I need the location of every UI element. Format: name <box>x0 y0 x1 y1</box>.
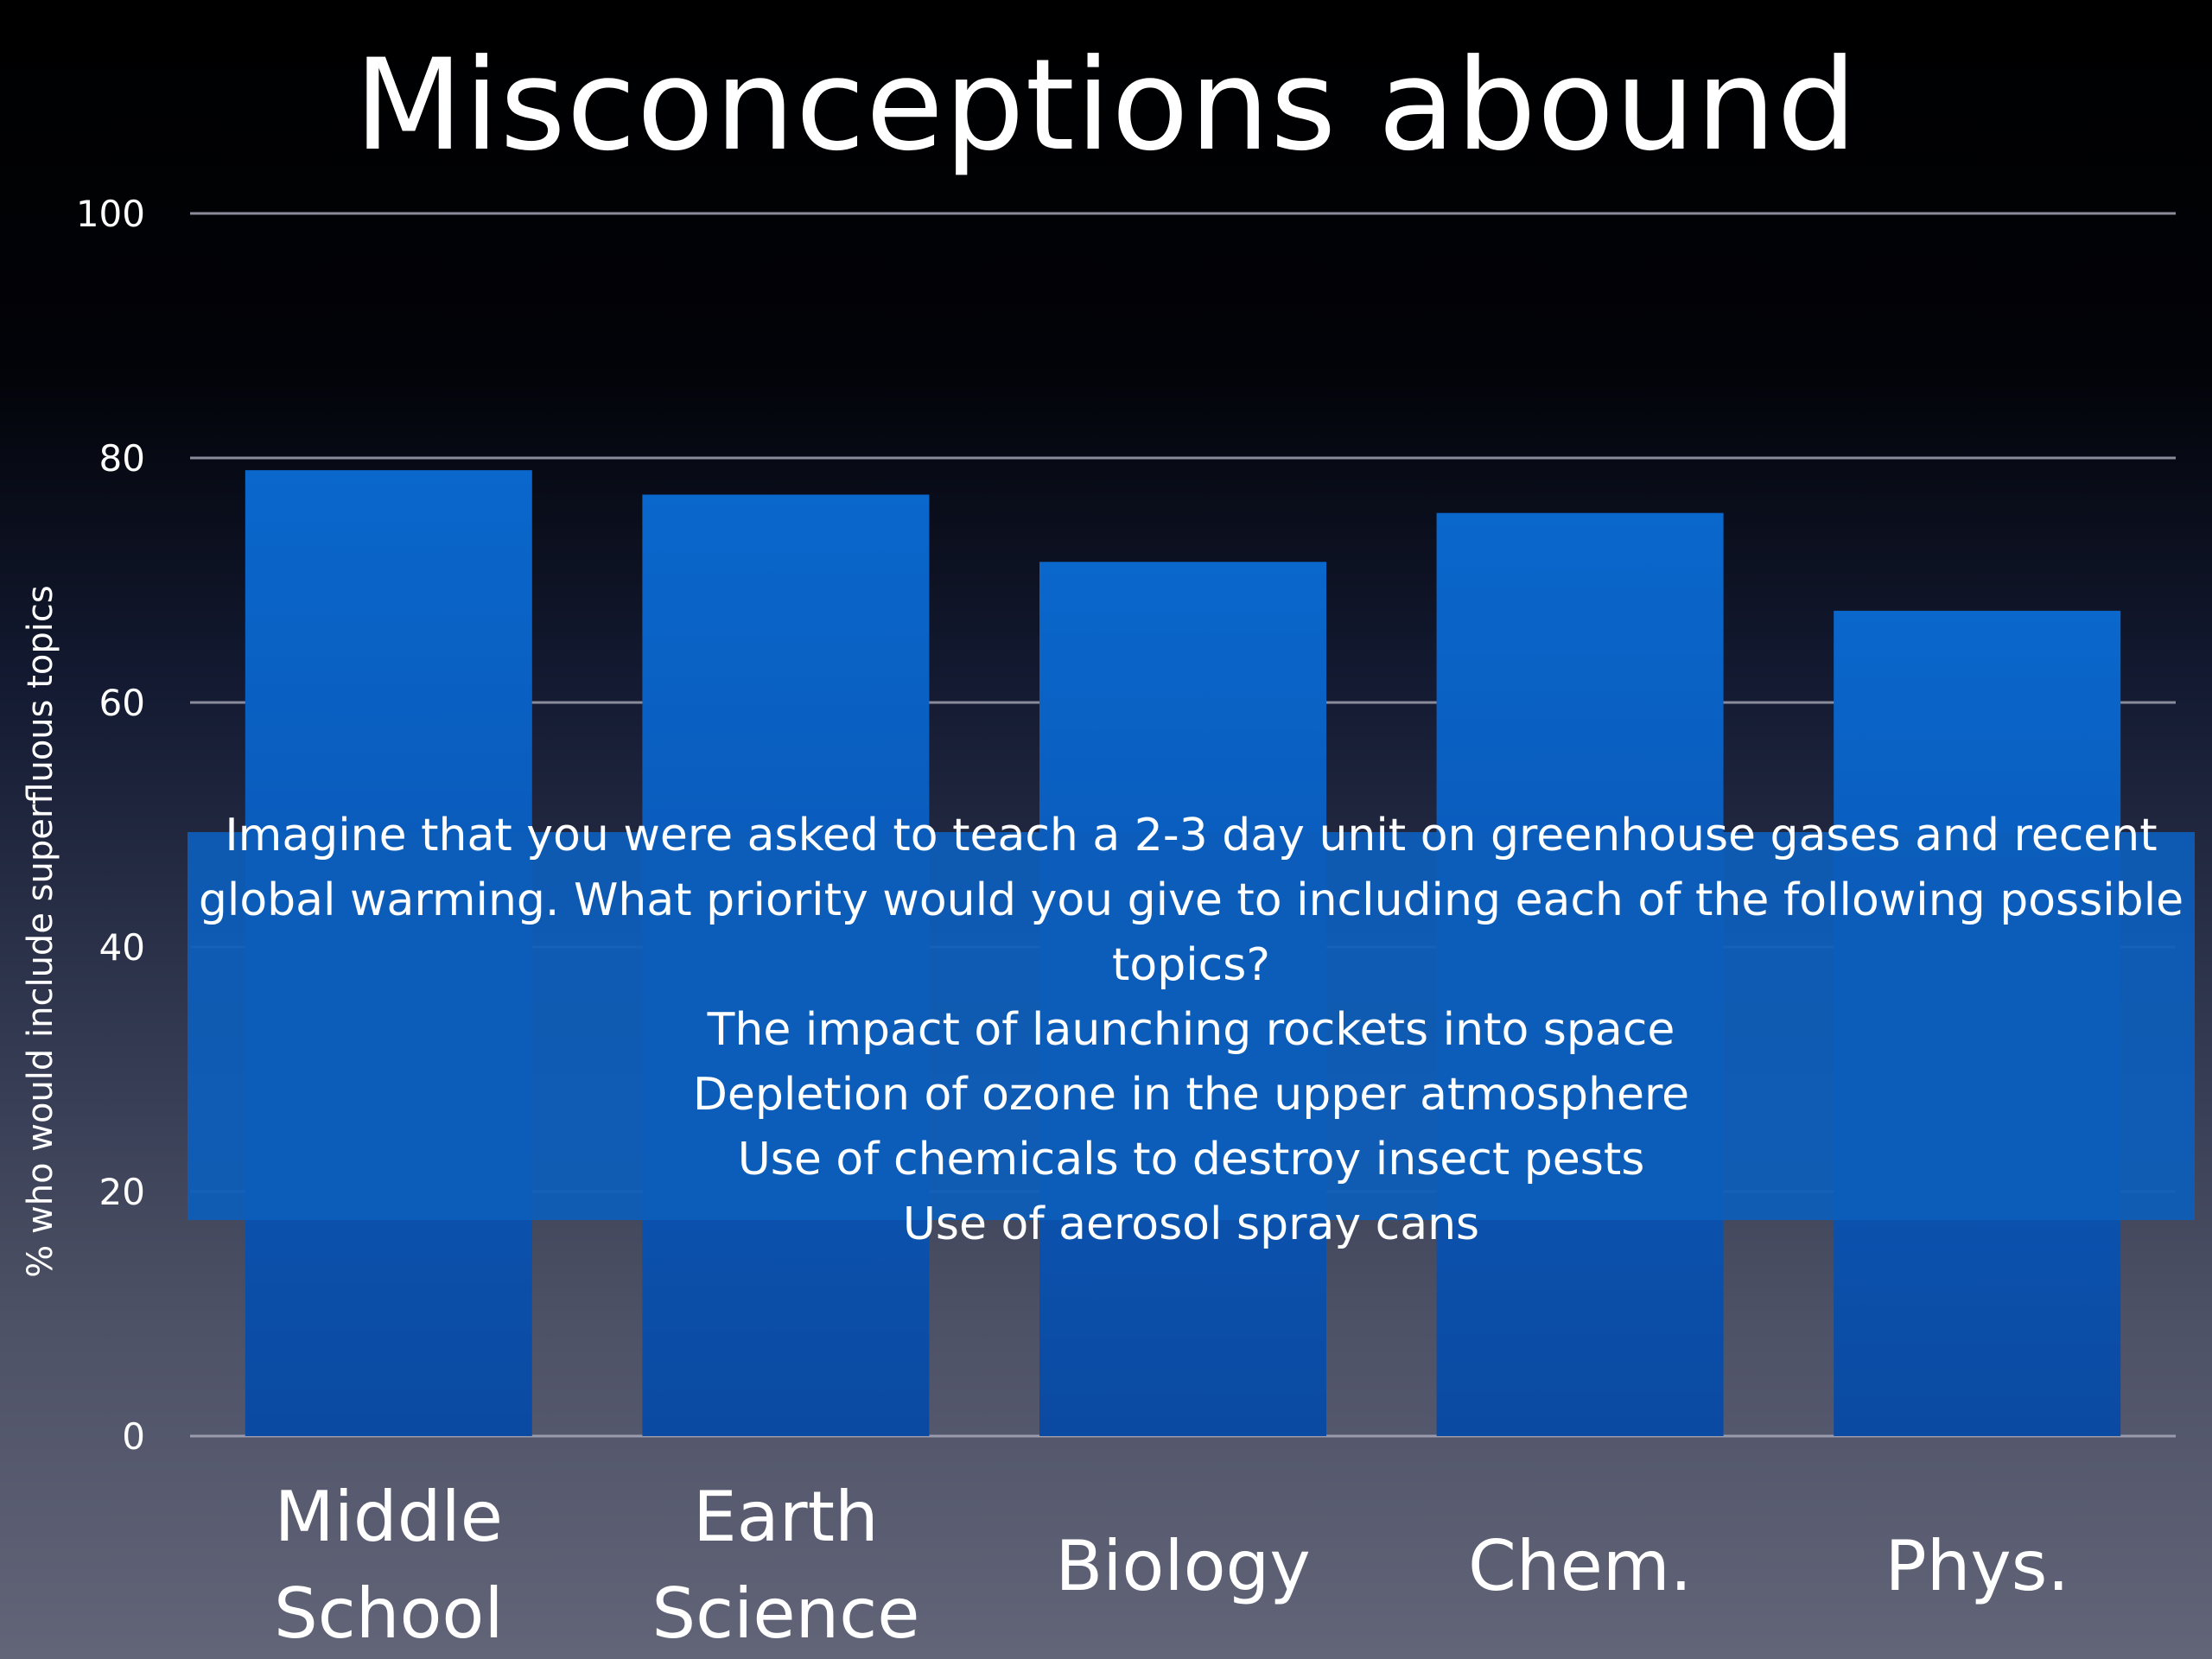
x-axis-categories: Middle School Earth Science Biology Chem. Phys… <box>274 1477 2069 1654</box>
question-line: Imagine that you were asked to teach a 2… <box>225 810 2158 861</box>
survey-question: Imagine that you were asked to teach a 2… <box>188 804 2195 1257</box>
topic-item: Depletion of ozone in the upper atmosphe… <box>692 1069 1690 1121</box>
question-overlay-box <box>188 832 2195 1220</box>
y-axis-ticks: 0 20 40 60 80 100 <box>76 193 145 1458</box>
y-axis-title: % who would include superfluous topics <box>21 585 60 1277</box>
topic-item: Use of chemicals to destroy insect pests <box>737 1134 1645 1185</box>
slide-title: Misconceptions abound <box>354 32 1858 179</box>
y-tick-label: 60 <box>99 682 145 724</box>
x-category-label: Middle School <box>274 1477 504 1654</box>
topic-item: Use of aerosol spray cans <box>902 1198 1480 1250</box>
y-tick-label: 40 <box>99 926 145 969</box>
topic-item: The impact of launching rockets into spa… <box>707 1004 1675 1056</box>
y-tick-label: 100 <box>76 193 145 235</box>
x-category-label: Phys. <box>1885 1526 2069 1606</box>
y-tick-label: 0 <box>122 1415 145 1458</box>
question-line: topics? <box>1112 939 1270 991</box>
x-category-label: Chem. <box>1468 1526 1692 1606</box>
y-tick-label: 80 <box>99 437 145 480</box>
y-tick-label: 20 <box>99 1171 145 1213</box>
question-line: global warming. What priority would you … <box>198 874 2184 926</box>
x-category-label: Earth Science <box>652 1477 919 1654</box>
x-category-label: Biology <box>1055 1526 1310 1606</box>
